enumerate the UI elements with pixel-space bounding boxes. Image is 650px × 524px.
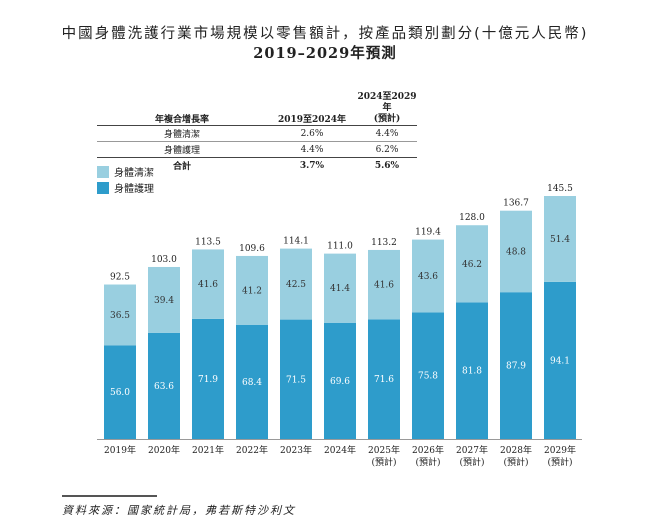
table-row: 合計 3.7% 5.6% bbox=[172, 160, 400, 173]
data-label: 41.6 bbox=[374, 281, 394, 291]
data-label: 36.5 bbox=[110, 311, 130, 321]
bar-cleansing bbox=[236, 255, 268, 325]
total-label: 136.7 bbox=[503, 199, 529, 209]
x-tick-label: 2029年 bbox=[544, 444, 576, 456]
x-tick-label: 2021年 bbox=[192, 444, 224, 456]
data-label: 41.4 bbox=[330, 284, 350, 294]
x-tick-label: 2023年 bbox=[280, 444, 312, 456]
total-label: 113.2 bbox=[371, 238, 397, 248]
table-header: 年複合增長率 bbox=[154, 115, 209, 125]
x-tick-sublabel: (預計) bbox=[503, 456, 528, 468]
data-label: 48.8 bbox=[506, 247, 526, 257]
total-label: 92.5 bbox=[110, 273, 130, 283]
total-label: 145.5 bbox=[547, 184, 573, 194]
bar-care bbox=[544, 281, 576, 439]
x-tick-label: 2024年 bbox=[324, 444, 356, 456]
data-label: 63.6 bbox=[154, 382, 174, 392]
x-tick-label: 2027年 bbox=[456, 444, 488, 456]
data-label: 41.6 bbox=[198, 280, 218, 290]
data-label: 51.4 bbox=[550, 235, 570, 245]
bar-care bbox=[456, 302, 488, 439]
total-label: 128.0 bbox=[459, 213, 485, 223]
chart-subtitle: 2019–2029年預測 bbox=[253, 45, 397, 62]
bar-care bbox=[236, 324, 268, 439]
x-tick-label: 2019年 bbox=[104, 444, 136, 456]
total-label: 109.6 bbox=[239, 244, 265, 254]
data-label: 71.5 bbox=[286, 375, 306, 385]
bar-care bbox=[500, 292, 532, 439]
x-tick-label: 2022年 bbox=[236, 444, 268, 456]
bar-cleansing bbox=[368, 249, 400, 320]
source-note: 資料來源：國家統計局，弗若斯特沙利文 bbox=[62, 504, 296, 517]
data-label: 46.2 bbox=[462, 260, 482, 270]
total-label: 119.4 bbox=[415, 228, 441, 238]
chart-title: 中國身體洗護行業市場規模以零售額計，按產品類別劃分(十億元人民幣) bbox=[61, 26, 589, 42]
bar-cleansing bbox=[324, 253, 356, 323]
data-label: 94.1 bbox=[550, 356, 570, 366]
total-label: 114.1 bbox=[283, 237, 309, 247]
bar-care bbox=[104, 345, 136, 439]
data-label: 87.9 bbox=[506, 362, 526, 372]
bar-cleansing bbox=[192, 249, 224, 319]
total-label: 103.0 bbox=[151, 255, 177, 265]
bar-cleansing bbox=[148, 266, 180, 333]
bar-cleansing bbox=[280, 248, 312, 320]
cagr-table: 年複合增長率 2019至2024年 2024至2029年 (預計) 身體清潔 2.6… bbox=[97, 92, 417, 173]
bar-care bbox=[280, 319, 312, 439]
data-label: 75.8 bbox=[418, 372, 438, 382]
source-divider bbox=[62, 495, 157, 497]
data-label: 42.5 bbox=[286, 280, 306, 290]
bar-cleansing bbox=[500, 210, 532, 293]
x-tick-sublabel: (預計) bbox=[459, 456, 484, 468]
bar-cleansing bbox=[412, 239, 444, 313]
x-tick-label: 2025年 bbox=[368, 444, 400, 456]
data-label: 56.0 bbox=[110, 388, 130, 398]
x-tick-label: 2020年 bbox=[148, 444, 180, 456]
table-header: 2024至2029年 (預計) bbox=[357, 92, 417, 124]
x-tick-sublabel: (預計) bbox=[415, 456, 440, 468]
x-tick-label: 2028年 bbox=[500, 444, 532, 456]
data-label: 68.4 bbox=[242, 378, 262, 388]
data-label: 71.6 bbox=[374, 375, 394, 385]
data-label: 43.6 bbox=[418, 272, 438, 282]
legend-item-care: 身體護理 bbox=[97, 180, 154, 195]
data-label: 69.6 bbox=[330, 377, 350, 387]
table-header: 2019至2024年 bbox=[277, 115, 347, 125]
bar-care bbox=[148, 332, 180, 439]
bar-care bbox=[324, 322, 356, 439]
x-tick-sublabel: (預計) bbox=[371, 456, 396, 468]
legend-swatch bbox=[97, 165, 109, 178]
bar-care bbox=[368, 319, 400, 439]
legend-swatch bbox=[97, 181, 109, 194]
bar-cleansing bbox=[544, 196, 576, 282]
bar-cleansing bbox=[104, 284, 136, 346]
bar-care bbox=[412, 312, 444, 439]
data-label: 71.9 bbox=[198, 375, 218, 385]
x-tick-label: 2026年 bbox=[412, 444, 444, 456]
data-label: 81.8 bbox=[462, 367, 482, 377]
x-tick-sublabel: (預計) bbox=[547, 456, 572, 468]
table-row: 身體護理 4.4% 6.2% bbox=[97, 142, 417, 158]
data-label: 41.2 bbox=[242, 286, 262, 296]
legend-item-cleansing: 身體清潔 bbox=[97, 164, 154, 179]
data-label: 39.4 bbox=[154, 296, 174, 306]
total-label: 113.5 bbox=[195, 237, 221, 247]
bar-care bbox=[192, 318, 224, 439]
table-row: 身體清潔 2.6% 4.4% bbox=[97, 126, 417, 142]
total-label: 111.0 bbox=[327, 242, 353, 252]
bar-cleansing bbox=[456, 225, 488, 303]
